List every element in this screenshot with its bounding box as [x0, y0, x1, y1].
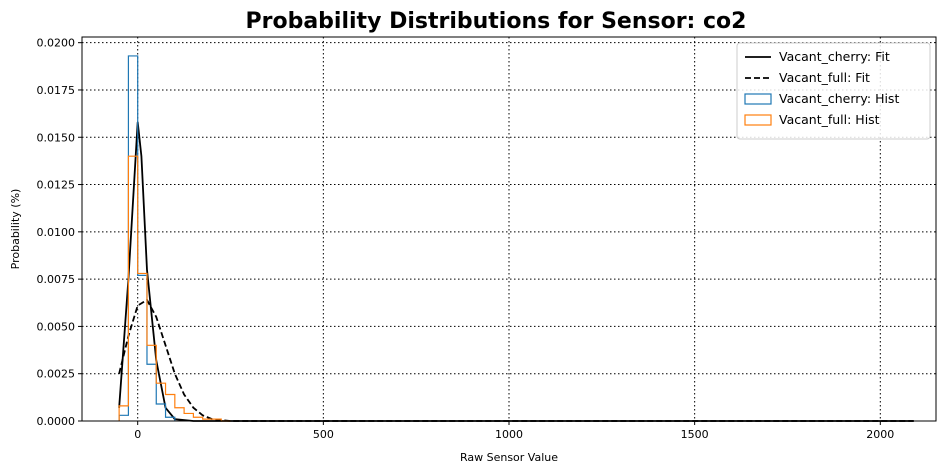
hist-series-3	[118, 155, 231, 422]
x-tick-label: 2000	[866, 428, 894, 441]
legend-swatch	[744, 93, 772, 105]
y-tick-label: 0.0125	[37, 179, 76, 192]
fit-series-0	[118, 122, 914, 422]
axis-ticks: 0 500 1000 1500 2000 0.0000 0.0025 0.0050 0.0075…	[37, 37, 895, 441]
y-tick-label: 0.0025	[37, 368, 76, 381]
x-axis-label: Raw Sensor Value	[460, 451, 558, 464]
x-tick-label: 1000	[495, 428, 523, 441]
legend-label: Vacant_full: Hist	[779, 112, 880, 127]
legend-box	[736, 42, 931, 140]
y-tick-label: 0.0175	[37, 84, 76, 97]
x-tick-label: 500	[313, 428, 334, 441]
y-tick-label: 0.0100	[37, 226, 76, 239]
y-tick-label: 0.0150	[37, 131, 76, 144]
legend-label: Vacant_cherry: Hist	[779, 91, 899, 106]
y-tick-label: 0.0200	[37, 37, 76, 50]
legend: Vacant_cherry: Fit Vacant_full: Fit Vacant…	[736, 42, 931, 140]
x-tick-label: 1500	[681, 428, 709, 441]
y-tick-label: 0.0075	[37, 273, 76, 286]
hist-series-2	[118, 55, 176, 421]
chart-title: Probability Distributions for Sensor: co…	[246, 9, 747, 34]
y-tick-label: 0.0000	[37, 415, 76, 428]
legend-label: Vacant_cherry: Fit	[779, 49, 890, 64]
legend-swatch	[744, 114, 772, 126]
x-tick-label: 0	[134, 428, 141, 441]
fit-series-1	[118, 298, 914, 422]
y-axis-label: Probability (%)	[9, 189, 22, 270]
y-tick-label: 0.0050	[37, 320, 76, 333]
legend-label: Vacant_full: Fit	[779, 70, 870, 85]
